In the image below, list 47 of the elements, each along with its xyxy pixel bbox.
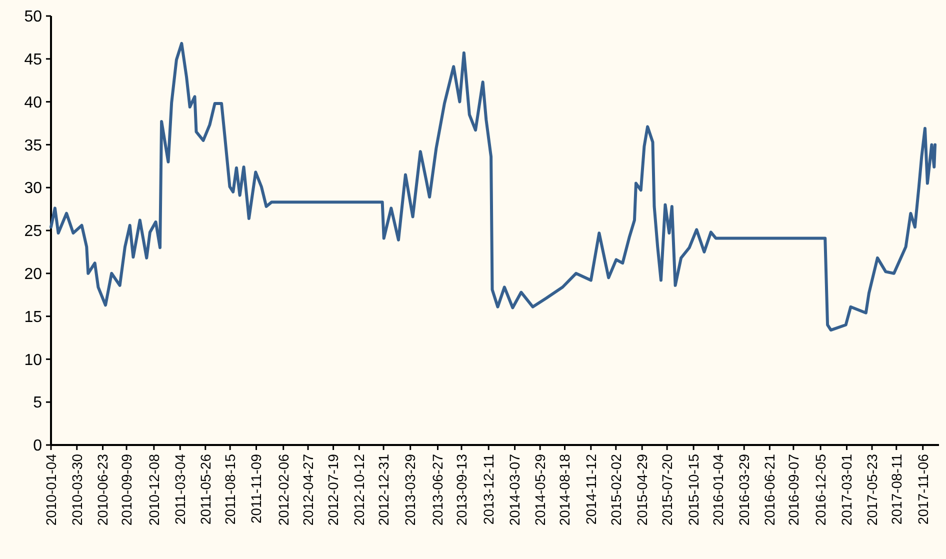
y-tick-label: 15 — [24, 308, 42, 326]
x-tick-label: 2015-10-15 — [685, 454, 702, 526]
y-tick-label: 30 — [24, 180, 42, 198]
y-tick-label: 10 — [24, 352, 42, 369]
y-tick-label: 20 — [24, 266, 42, 283]
line-series — [50, 42, 937, 332]
x-tick-label: 2017-08-11 — [888, 454, 904, 525]
x-tick-label: 2014-08-18 — [556, 454, 573, 526]
x-tick-label: 2014-05-29 — [532, 454, 548, 526]
x-tick-label: 2015-07-20 — [658, 454, 675, 526]
x-tick-label: 2010-09-09 — [118, 454, 134, 526]
x-tick-label: 2016-09-07 — [785, 454, 802, 526]
y-tick-label: 50 — [24, 8, 42, 26]
x-tick-label: 2016-03-29 — [736, 454, 752, 526]
x-tick-label: 2013-12-11 — [480, 454, 497, 525]
x-tick-label: 2016-06-21 — [762, 454, 778, 526]
x-tick-label: 2012-07-19 — [325, 454, 342, 526]
x-tick-label: 2017-11-06 — [914, 454, 931, 525]
x-tick-label: 2013-03-29 — [402, 454, 418, 526]
x-tick-label: 2011-05-26 — [197, 454, 214, 525]
x-tick-label: 2016-01-04 — [710, 454, 726, 526]
y-tick-label: 40 — [24, 94, 42, 112]
x-tick-label: 2012-12-31 — [375, 454, 392, 526]
x-tick-label: 2012-10-12 — [351, 454, 368, 526]
x-tick-label: 2013-06-27 — [430, 454, 446, 526]
x-tick-label: 2016-12-05 — [812, 454, 828, 526]
x-tick-label: 2013-09-13 — [453, 454, 470, 526]
y-tick-label: 35 — [24, 137, 42, 154]
y-tick-label: 0 — [33, 438, 42, 455]
y-tick-label: 5 — [33, 394, 42, 412]
x-tick-label: 2010-12-08 — [146, 454, 162, 526]
x-tick-label: 2011-11-09 — [248, 454, 264, 524]
x-tick-label: 2010-01-04 — [42, 454, 59, 526]
x-tick-label: 2012-02-06 — [275, 454, 292, 526]
y-tick-label: 45 — [24, 52, 42, 68]
x-tick-label: 2010-03-30 — [68, 454, 85, 526]
x-tick-label: 2014-03-07 — [506, 454, 523, 526]
x-tick-label: 2014-11-12 — [582, 454, 599, 525]
y-tick-label: 25 — [24, 223, 42, 240]
x-tick-label: 2015-04-29 — [634, 454, 650, 526]
x-tick-label: 2017-05-23 — [864, 454, 880, 526]
x-tick-label: 2015-02-02 — [608, 454, 624, 526]
x-tick-label: 2012-04-27 — [300, 454, 316, 526]
x-tick-label: 2017-03-01 — [838, 454, 855, 526]
x-tick-label: 2011-03-04 — [172, 454, 188, 525]
x-tick-label: 2010-06-23 — [94, 454, 111, 526]
x-tick-label: 2011-08-15 — [222, 454, 238, 525]
